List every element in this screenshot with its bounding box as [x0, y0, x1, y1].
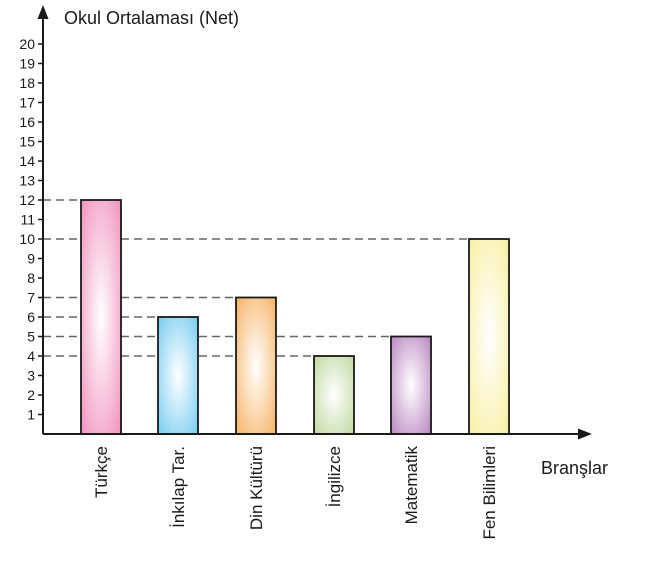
bar-ingilizce: [313, 355, 355, 435]
category-labels: Türkçe İnkılap Tar. Din Kültürü İngilizce Ma…: [92, 446, 499, 540]
y-tick-label: 6: [27, 309, 35, 325]
y-tick-label: 14: [19, 153, 35, 169]
x-axis-title: Branşlar: [541, 458, 608, 478]
y-tick-label: 12: [19, 192, 35, 208]
y-tick-label: 7: [27, 290, 35, 306]
y-axis-arrow-icon: [37, 5, 49, 19]
y-tick-label: 3: [27, 368, 35, 384]
bar-din-kulturu: [235, 296, 277, 435]
y-tick-label: 10: [19, 231, 35, 247]
y-tick-label: 11: [20, 212, 35, 228]
category-label: İnkılap Tar.: [169, 446, 188, 528]
y-tick-label: 19: [19, 56, 35, 72]
y-tick-label: 20: [19, 36, 35, 52]
y-tick-label: 2: [27, 387, 35, 403]
y-tick-label: 13: [19, 173, 35, 189]
y-tick-label: 16: [19, 114, 35, 130]
y-tick-label: 18: [19, 75, 35, 91]
bar-matematik: [390, 335, 432, 435]
bars: [80, 199, 510, 435]
bar-turkce: [80, 199, 122, 435]
category-label: Din Kültürü: [247, 446, 266, 530]
y-tick-label: 5: [27, 329, 35, 345]
category-label: Matematik: [402, 446, 421, 525]
category-label: Türkçe: [92, 446, 111, 498]
y-axis-title: Okul Ortalaması (Net): [64, 8, 239, 28]
y-tick-label: 9: [27, 251, 35, 267]
x-axis-arrow-icon: [578, 428, 592, 440]
axes: [37, 5, 592, 440]
y-tick-label: 8: [27, 270, 35, 286]
y-tick-label: 15: [19, 134, 35, 150]
category-label: Fen Bilimleri: [480, 446, 499, 540]
y-tick-label: 1: [27, 407, 35, 423]
y-tick-label: 17: [19, 95, 35, 111]
y-tick-label: 4: [27, 348, 35, 364]
bar-fen-bilimleri: [468, 238, 510, 435]
category-label: İngilizce: [325, 446, 344, 507]
bar-inkilap-tar: [157, 316, 199, 435]
